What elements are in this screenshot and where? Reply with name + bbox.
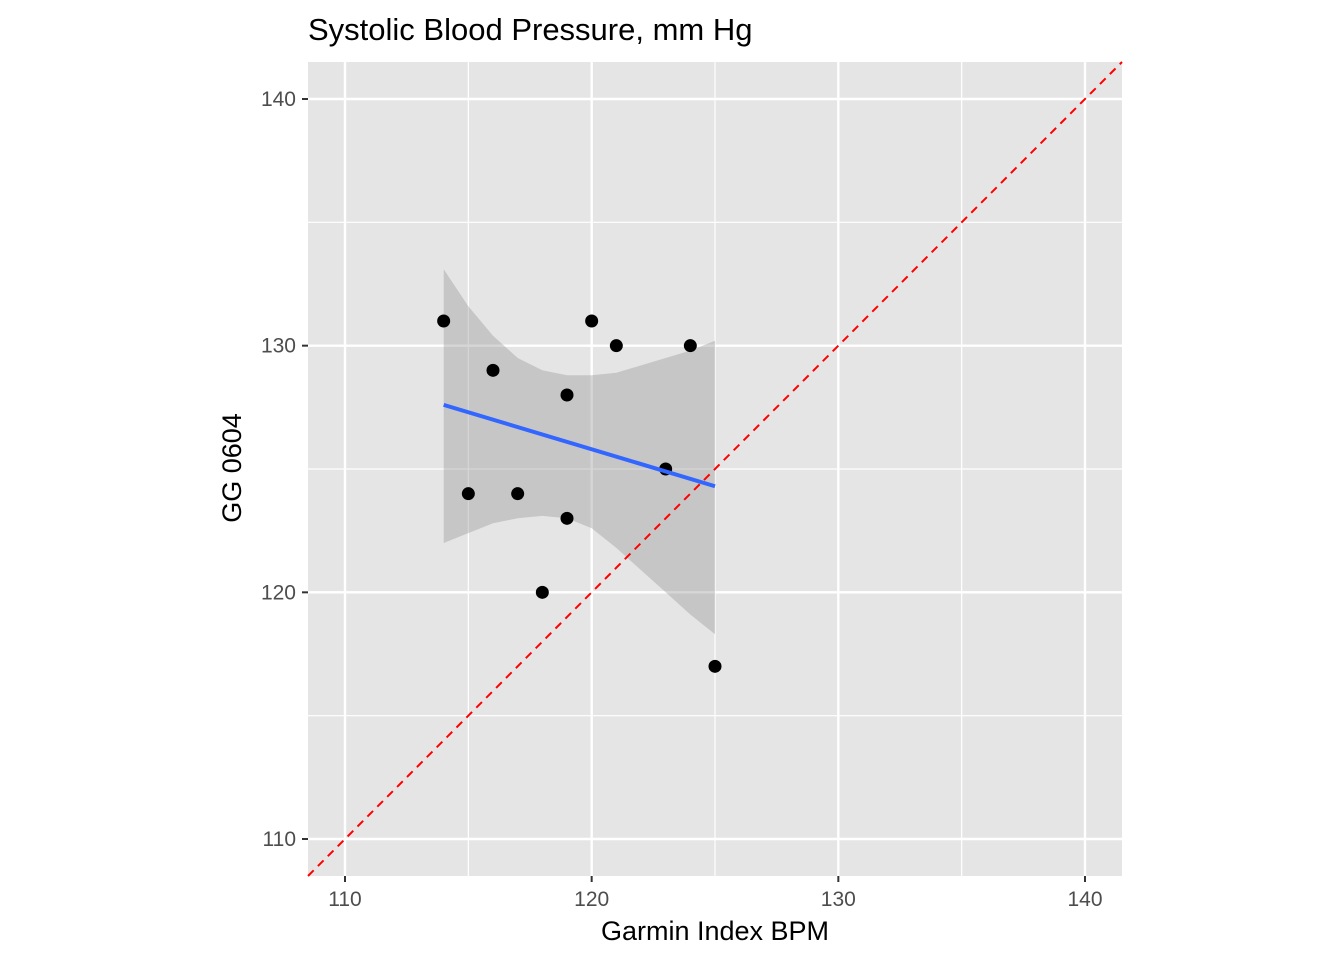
data-point <box>560 511 574 525</box>
x-axis-title: Garmin Index BPM <box>601 916 829 946</box>
identity-line <box>307 61 1123 877</box>
x-tick-label: 130 <box>821 888 856 911</box>
data-points <box>437 314 722 673</box>
y-axis-ticks: 110 120 130 140 <box>261 88 308 851</box>
x-axis-ticks: 110 120 130 140 <box>328 876 1103 911</box>
data-point <box>511 487 525 501</box>
data-point <box>461 487 475 501</box>
data-point <box>609 339 623 353</box>
x-tick-label: 110 <box>328 888 361 911</box>
data-point <box>535 585 549 599</box>
data-point <box>585 314 599 328</box>
regression-line <box>443 402 716 489</box>
data-point <box>708 659 722 673</box>
data-point <box>683 339 697 353</box>
y-tick-label: 140 <box>261 88 296 111</box>
confidence-band <box>443 269 715 635</box>
x-tick-label: 140 <box>1067 888 1102 911</box>
y-tick-label: 120 <box>261 581 296 604</box>
y-axis-title: GG 0604 <box>217 413 247 523</box>
data-point <box>437 314 451 328</box>
major-gridlines <box>308 62 1122 876</box>
x-tick-label: 120 <box>574 888 609 911</box>
y-tick-label: 110 <box>263 828 296 851</box>
data-point <box>486 363 500 377</box>
data-point <box>560 388 574 402</box>
chart-title: Systolic Blood Pressure, mm Hg <box>308 12 752 47</box>
y-tick-label: 130 <box>261 335 296 358</box>
